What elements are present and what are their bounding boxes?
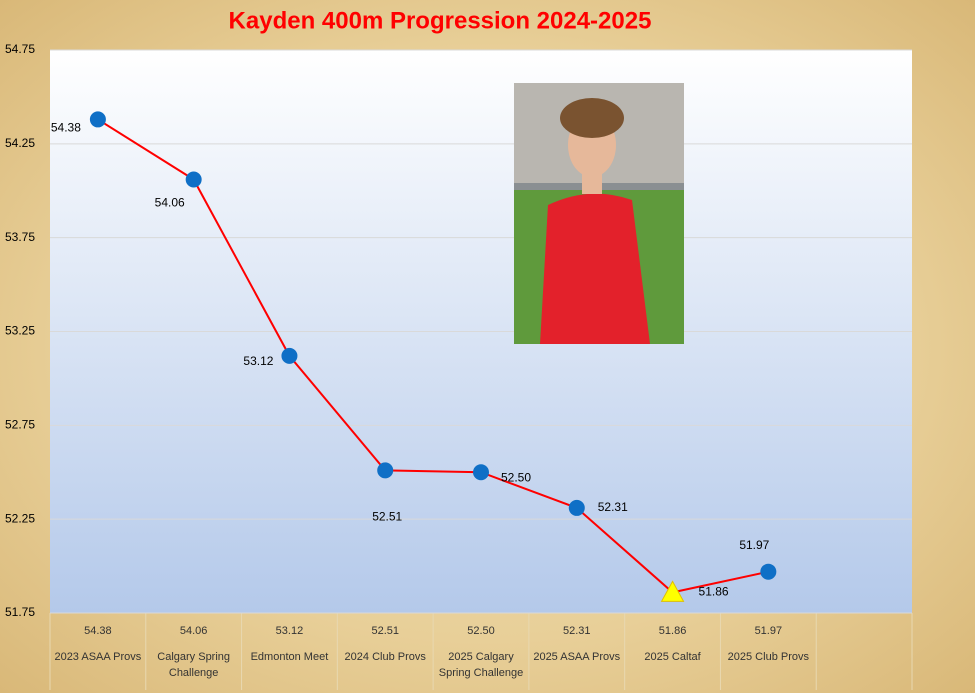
x-tick-label: Calgary Spring Challenge <box>157 651 231 679</box>
y-tick-label: 54.25 <box>5 136 35 150</box>
x-tick-label: 2024 Club Provs <box>344 651 426 663</box>
x-tick-label: Edmonton Meet <box>250 651 329 663</box>
table-value: 51.86 <box>659 625 687 637</box>
y-tick-label: 54.75 <box>5 42 35 56</box>
table-value: 52.51 <box>371 625 399 637</box>
y-tick-label: 52.25 <box>5 511 35 525</box>
data-label: 54.38 <box>51 121 81 135</box>
table-value: 51.97 <box>755 625 783 637</box>
data-label: 52.51 <box>372 510 402 524</box>
table-value: 54.38 <box>84 625 112 637</box>
chart-title: Kayden 400m Progression 2024-2025 <box>229 7 652 34</box>
data-label: 54.06 <box>155 196 185 210</box>
marker <box>473 464 489 481</box>
y-tick-label: 52.75 <box>5 418 35 432</box>
marker <box>89 111 106 128</box>
x-tick-label: 2025 Caltaf <box>644 651 701 663</box>
table-value: 54.06 <box>180 625 208 637</box>
marker <box>568 499 585 516</box>
table-value: 52.50 <box>467 625 495 637</box>
data-label: 52.31 <box>598 500 628 514</box>
x-tick-label: 2025 ASAA Provs <box>533 651 621 663</box>
x-tick-label: 2025 Calgary Spring Challenge <box>438 651 524 679</box>
x-tick-label: 2025 Club Provs <box>727 651 809 663</box>
x-tick-label: 2023 ASAA Provs <box>54 651 142 663</box>
table-value: 52.31 <box>563 625 591 637</box>
photo <box>514 83 684 344</box>
data-label: 52.50 <box>501 470 531 484</box>
marker <box>377 462 394 479</box>
marker <box>185 171 202 188</box>
table-value: 53.12 <box>276 625 304 637</box>
marker <box>760 563 777 580</box>
y-tick-label: 51.75 <box>5 605 35 619</box>
marker <box>660 580 685 602</box>
data-label: 53.12 <box>243 354 273 368</box>
data-label: 51.86 <box>699 585 729 599</box>
data-label: 51.97 <box>739 538 769 552</box>
marker <box>281 347 298 364</box>
y-tick-label: 53.25 <box>5 324 35 338</box>
y-tick-label: 53.75 <box>5 230 35 244</box>
series-line <box>97 118 769 594</box>
